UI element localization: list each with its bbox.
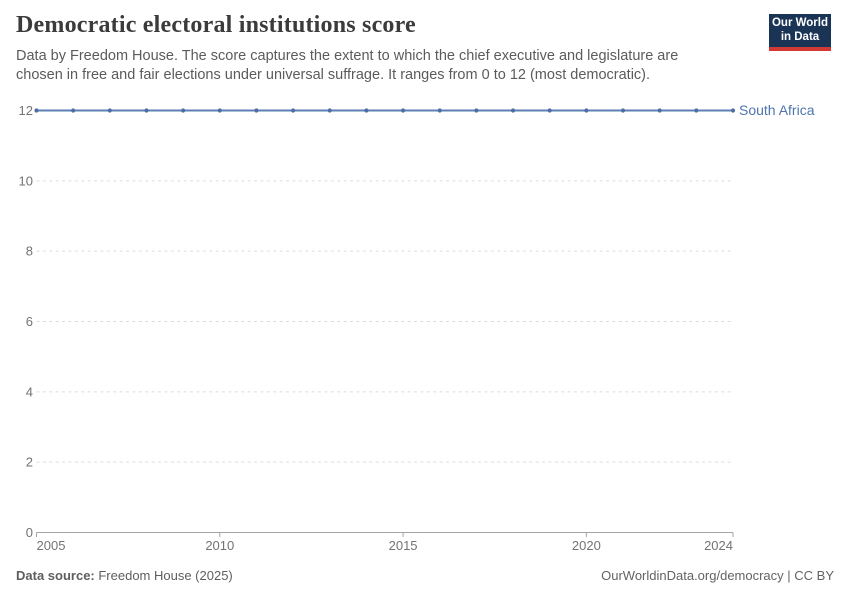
data-source-label: Data source: — [16, 568, 95, 583]
series-marker-2021 — [620, 108, 626, 113]
y-tick-label-8: 8 — [26, 244, 33, 259]
series-marker-2008 — [144, 108, 149, 113]
series-marker-2019 — [547, 108, 552, 113]
chart-subtitle: Data by Freedom House. The score capture… — [16, 48, 679, 83]
series-marker-2010 — [217, 108, 222, 113]
y-tick-label-12: 12 — [19, 103, 33, 118]
series-marker-2015 — [400, 108, 406, 113]
x-tick-label-2015: 2015 — [389, 538, 418, 553]
series-marker-2022 — [657, 108, 662, 113]
y-tick-label-10: 10 — [19, 173, 33, 188]
series-marker-2012 — [291, 108, 296, 113]
series-label-south-africa[interactable]: South Africa — [739, 102, 815, 118]
y-tick-label-4: 4 — [26, 384, 33, 399]
owid-logo-line1: Our World — [771, 17, 828, 29]
y-tick-label-6: 6 — [26, 314, 33, 329]
series-marker-2009 — [181, 108, 186, 113]
series-marker-2011 — [254, 108, 259, 113]
chart-footer: Data source: Freedom House (2025) OurWor… — [16, 568, 834, 583]
x-tick-label-2024: 2024 — [704, 538, 733, 553]
data-source-value: Freedom House (2025) — [94, 568, 233, 583]
x-tick-label-2010: 2010 — [205, 538, 234, 553]
series-marker-2005 — [34, 108, 39, 113]
data-source: Data source: Freedom House (2025) — [16, 568, 233, 583]
series-marker-2018 — [510, 108, 516, 113]
series-marker-2016 — [437, 108, 442, 113]
x-tick-label-2020: 2020 — [572, 538, 601, 553]
series-marker-2024 — [730, 108, 736, 113]
series-marker-2020 — [584, 108, 589, 113]
x-tick-label-2005: 2005 — [37, 538, 66, 553]
series-marker-2017 — [474, 108, 479, 113]
series-marker-2013 — [327, 108, 332, 113]
series-marker-2023 — [694, 108, 699, 113]
owid-logo: Our World in Data — [769, 14, 831, 51]
y-tick-label-2: 2 — [26, 455, 33, 470]
footer-link[interactable]: OurWorldinData.org/democracy | CC BY — [601, 568, 834, 583]
owid-logo-line2: in Data — [780, 30, 820, 43]
y-tick-label-0: 0 — [26, 525, 33, 540]
series-marker-2014 — [364, 108, 369, 113]
chart-title: Democratic electoral institutions score — [16, 12, 416, 38]
series-marker-2007 — [107, 108, 112, 113]
series-marker-2006 — [71, 108, 76, 113]
